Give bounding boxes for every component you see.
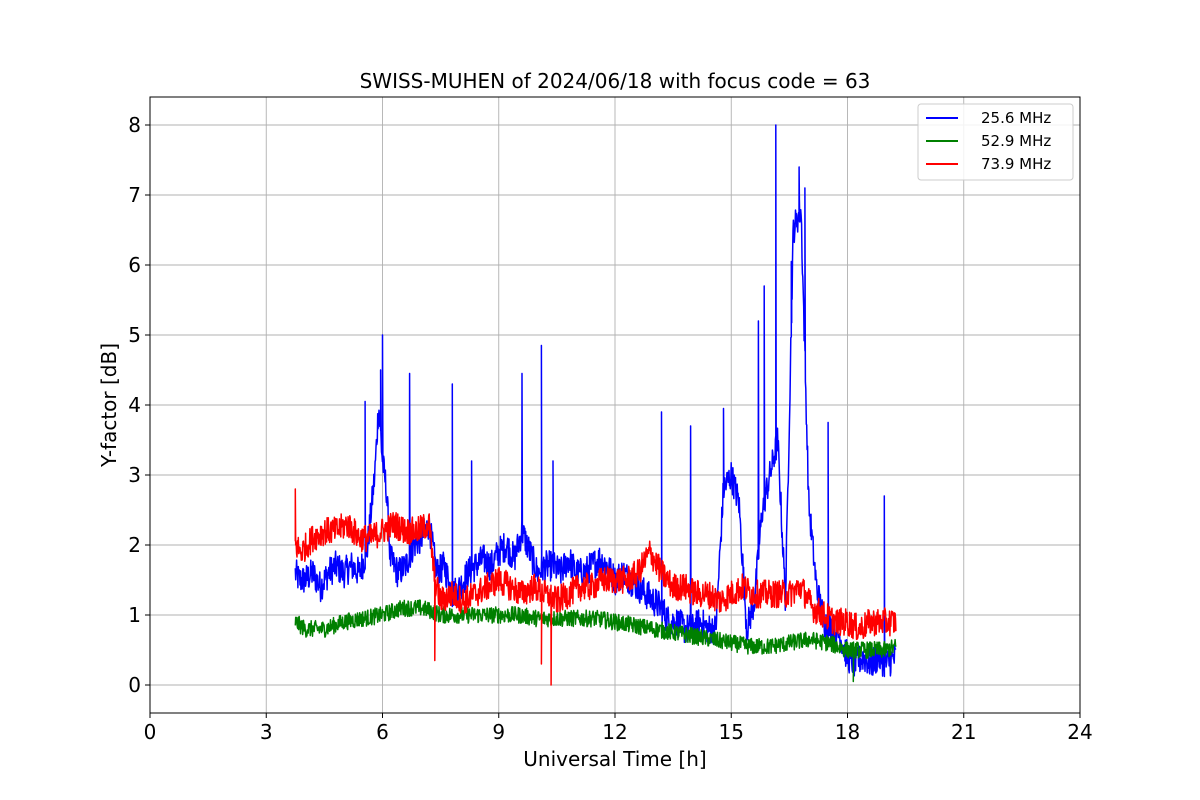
x-tick-label: 0 bbox=[144, 720, 157, 744]
x-tick-label: 24 bbox=[1067, 720, 1092, 744]
x-tick-label: 18 bbox=[835, 720, 860, 744]
y-tick-label: 4 bbox=[128, 393, 141, 417]
y-tick-label: 1 bbox=[128, 603, 141, 627]
chart-title: SWISS-MUHEN of 2024/06/18 with focus cod… bbox=[360, 69, 871, 93]
y-axis-label: Y-factor [dB] bbox=[97, 343, 121, 468]
series-line-0 bbox=[294, 124, 897, 678]
y-tick-label: 2 bbox=[128, 533, 141, 557]
series-line-2 bbox=[294, 488, 897, 686]
y-tick-label: 7 bbox=[128, 183, 141, 207]
x-tick-label: 15 bbox=[719, 720, 744, 744]
y-tick-label: 0 bbox=[128, 673, 141, 697]
x-tick-label: 9 bbox=[492, 720, 505, 744]
y-tick-label: 5 bbox=[128, 323, 141, 347]
x-axis-label: Universal Time [h] bbox=[523, 747, 706, 771]
series-line-1 bbox=[294, 599, 897, 683]
x-tick-label: 3 bbox=[260, 720, 273, 744]
y-axis: 0 1 2 3 4 5 6 7 8 bbox=[128, 113, 150, 697]
legend-label-1: 52.9 MHz bbox=[981, 132, 1051, 150]
legend-label-0: 25.6 MHz bbox=[981, 109, 1051, 127]
y-tick-label: 3 bbox=[128, 463, 141, 487]
x-tick-label: 12 bbox=[602, 720, 627, 744]
legend-box bbox=[917, 103, 1074, 181]
legend-label-2: 73.9 MHz bbox=[981, 155, 1051, 173]
plot-area bbox=[294, 124, 897, 686]
legend: 25.6 MHz 52.9 MHz 73.9 MHz bbox=[917, 103, 1074, 181]
x-tick-label: 21 bbox=[951, 720, 976, 744]
y-tick-label: 8 bbox=[128, 113, 141, 137]
y-tick-label: 6 bbox=[128, 253, 141, 277]
x-axis: 0 3 6 9 12 15 18 21 24 bbox=[144, 713, 1093, 744]
x-tick-label: 6 bbox=[376, 720, 389, 744]
